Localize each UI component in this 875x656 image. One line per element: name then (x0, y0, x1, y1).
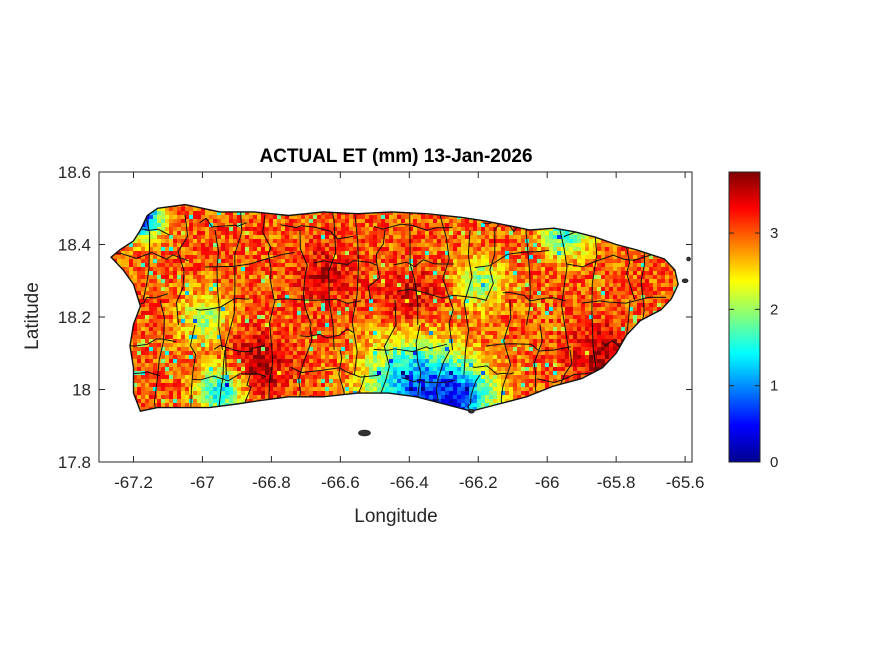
x-tick-label: -67 (190, 473, 215, 492)
colorbar-tick-label: 2 (770, 301, 778, 318)
y-tick-label: 18.6 (58, 163, 91, 182)
x-tick-label: -66.8 (252, 473, 291, 492)
y-tick-label: 18.4 (58, 236, 91, 255)
x-tick-label: -66.2 (459, 473, 498, 492)
colorbar-ticks: 0 1 2 3 (729, 225, 778, 471)
x-tick-label: -66 (535, 473, 560, 492)
colorbar-tick-label: 1 (770, 378, 778, 395)
y-tick-label: 17.8 (58, 453, 91, 472)
y-axis: 17.8 18 18.2 18.4 18.6 (58, 163, 692, 472)
coastline (110, 203, 679, 413)
x-tick-label: -66.4 (390, 473, 429, 492)
y-axis-label: Latitude (22, 282, 43, 350)
x-tick-label: -67.2 (114, 473, 153, 492)
x-tick-label: -65.8 (597, 473, 636, 492)
x-tick-label: -66.6 (321, 473, 360, 492)
x-tick-label: -65.6 (666, 473, 705, 492)
colorbar-tick-label: 0 (770, 454, 778, 471)
y-tick-label: 18 (72, 381, 91, 400)
chart-title: ACTUAL ET (mm) 13-Jan-2026 (259, 146, 532, 167)
x-axis-label: Longitude (354, 506, 437, 527)
colorbar-tick-label: 3 (770, 225, 778, 242)
islets (358, 256, 691, 437)
colorbar (728, 171, 761, 463)
y-tick-label: 18.2 (58, 308, 91, 327)
x-axis: -67.2 -67 -66.8 -66.6 -66.4 -66.2 -66 -65.8 -65.… (114, 172, 704, 492)
